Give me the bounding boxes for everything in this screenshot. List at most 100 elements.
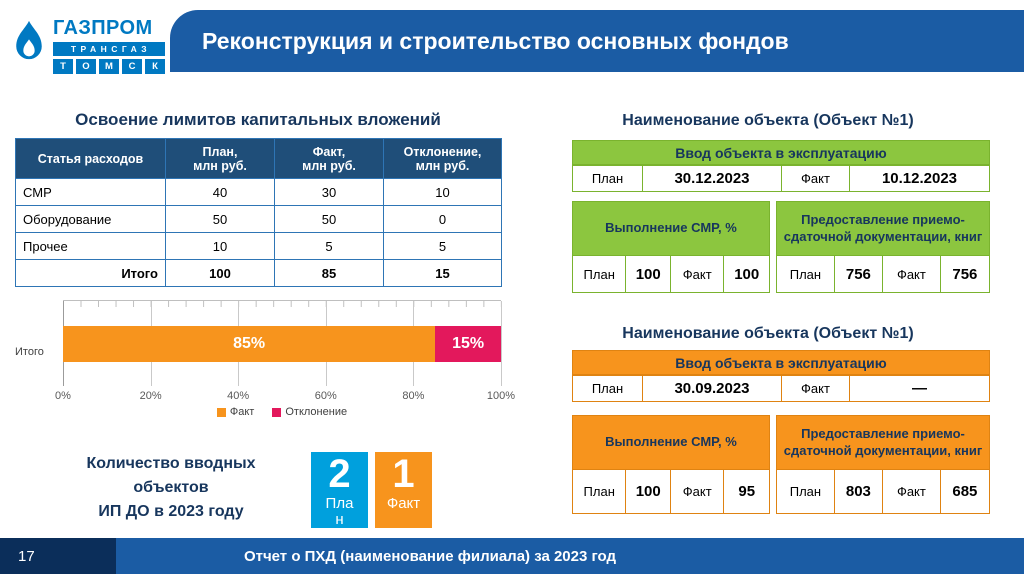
object1-title: Наименование объекта (Объект №1) bbox=[622, 112, 914, 129]
chart-tick-label: 80% bbox=[402, 390, 425, 402]
chart-legend: Факт Отклонение bbox=[63, 406, 501, 418]
fact-label: Факт bbox=[782, 376, 850, 401]
object1-commissioning-row: План 30.12.2023 Факт 10.12.2023 bbox=[572, 165, 990, 192]
column-header-fact: Факт, млн руб. bbox=[274, 138, 384, 179]
object1-commissioning-header: Ввод объекта в эксплуатацию bbox=[572, 140, 990, 165]
table-cell-total-label: Итого bbox=[15, 259, 166, 287]
docs-values: План 803 Факт 685 bbox=[776, 470, 990, 514]
table-cell: Прочее bbox=[15, 232, 166, 260]
plan-label: План bbox=[573, 470, 627, 513]
table-cell: 50 bbox=[274, 205, 384, 233]
table-cell: СМР bbox=[15, 178, 166, 206]
chart-tick-label: 100% bbox=[486, 390, 516, 402]
bar-segment-Отклонение: 15% bbox=[435, 326, 501, 362]
table-header-row: Статья расходов План, млн руб. Факт, млн… bbox=[15, 138, 502, 179]
gazprom-logo: ГАЗПРОМ ТРАНСГАЗ Т О М С К bbox=[12, 8, 170, 82]
plan-date: 30.12.2023 bbox=[643, 166, 782, 191]
plan-label: План bbox=[573, 376, 643, 401]
table-cell: 100 bbox=[165, 259, 275, 287]
logo-wordmark: ГАЗПРОМ ТРАНСГАЗ Т О М С К bbox=[53, 17, 165, 74]
logo-city-letter: С bbox=[122, 58, 142, 74]
legend-swatch-icon bbox=[216, 407, 226, 417]
chart-plot-row: Итого 85% 15% 0% 20% 40% 60% 80% 100% bbox=[15, 300, 515, 403]
fact-label: Факт bbox=[883, 470, 941, 513]
table-cell: 10 bbox=[165, 232, 275, 260]
fact-value: 95 bbox=[738, 483, 756, 500]
chart-tick-label: 20% bbox=[139, 390, 162, 402]
docs-header: Предоставление приемо-сдаточной документ… bbox=[776, 201, 990, 256]
slide-title-bar: Реконструкция и строительство основных ф… bbox=[170, 10, 1024, 72]
object2-commissioning-header: Ввод объекта в эксплуатацию bbox=[572, 350, 990, 375]
legend-item: Факт bbox=[216, 406, 255, 418]
logo-city-letter: Т bbox=[53, 58, 73, 74]
table-cell: 10 bbox=[383, 178, 502, 206]
plan-value: 756 bbox=[835, 256, 883, 292]
plan-date: 30.09.2023 bbox=[643, 376, 782, 401]
legend-label: Факт bbox=[229, 406, 255, 418]
table-cell: 5 bbox=[274, 232, 384, 260]
fact-count-value: 1 bbox=[392, 452, 415, 496]
plan-label: План bbox=[573, 166, 643, 191]
logo-city-letter: О bbox=[76, 58, 96, 74]
plan-value: 100 bbox=[626, 470, 671, 513]
table-total-row: Итого 100 85 15 bbox=[15, 259, 502, 287]
fact-label: Факт bbox=[782, 166, 850, 191]
fact-date: — bbox=[912, 380, 927, 397]
legend-swatch-icon bbox=[272, 407, 282, 417]
table-cell: 50 bbox=[165, 205, 275, 233]
table-cell: 15 bbox=[383, 259, 502, 287]
fact-label: Факт bbox=[671, 256, 725, 292]
smr-values: План 100 Факт 95 bbox=[572, 470, 770, 514]
table-cell: Оборудование bbox=[15, 205, 166, 233]
chart-x-axis: 0% 20% 40% 60% 80% 100% bbox=[55, 386, 515, 403]
column-header-deviation: Отклонение, млн руб. bbox=[383, 138, 502, 179]
fact-count-label: Факт bbox=[386, 495, 421, 512]
table-cell: 85 bbox=[274, 259, 384, 287]
chart-category-label: Итого bbox=[15, 345, 44, 358]
object2-docs-box: Предоставление приемо-сдаточной документ… bbox=[776, 415, 990, 514]
table-row: Оборудование 50 50 0 bbox=[15, 205, 502, 233]
page-number: 17 bbox=[0, 538, 116, 574]
footer-report-title: Отчет о ПХД (наименование филиала) за 20… bbox=[116, 538, 1024, 574]
plan-label: План bbox=[573, 256, 627, 292]
smr-header: Выполнение СМР, % bbox=[572, 415, 770, 470]
logo-city-letter: М bbox=[99, 58, 119, 74]
chart-plot-wrap: 85% 15% 0% 20% 40% 60% 80% 100% bbox=[55, 300, 515, 403]
column-header-plan: План, млн руб. bbox=[165, 138, 275, 179]
capital-limits-title: Освоение лимитов капитальных вложений bbox=[75, 110, 441, 129]
smr-header: Выполнение СМР, % bbox=[572, 201, 770, 256]
fact-label: Факт bbox=[883, 256, 941, 292]
docs-header: Предоставление приемо-сдаточной документ… bbox=[776, 415, 990, 470]
chart-tick-label: 40% bbox=[227, 390, 250, 402]
table-cell: 0 bbox=[383, 205, 502, 233]
object1-smr-box: Выполнение СМР, % План 100 Факт 100 bbox=[572, 201, 770, 293]
plan-value: 100 bbox=[626, 256, 671, 292]
logo-sub-text: ТРАНСГАЗ bbox=[53, 41, 165, 56]
stacked-bar: 85% 15% bbox=[63, 326, 501, 362]
plan-label: План bbox=[777, 470, 835, 513]
table-cell: 30 bbox=[274, 178, 384, 206]
object2-commissioning-row: План 30.09.2023 Факт — bbox=[572, 375, 990, 402]
chart-tick-label: 60% bbox=[314, 390, 337, 402]
table-cell: 5 bbox=[383, 232, 502, 260]
logo-city-letter: К bbox=[145, 58, 165, 74]
chart-plot-area: 85% 15% bbox=[63, 300, 502, 386]
fact-value: 685 bbox=[952, 483, 978, 500]
object2-smr-box: Выполнение СМР, % План 100 Факт 95 bbox=[572, 415, 770, 514]
chart-gridline bbox=[501, 301, 502, 386]
legend-label: Отклонение bbox=[285, 406, 348, 418]
plan-label: План bbox=[777, 256, 835, 292]
capital-limits-table: Статья расходов План, млн руб. Факт, млн… bbox=[15, 138, 502, 287]
slide-footer: 17 Отчет о ПХД (наименование филиала) за… bbox=[0, 538, 1024, 574]
docs-values: План 756 Факт 756 bbox=[776, 256, 990, 293]
logo-city-letters: Т О М С К bbox=[53, 58, 165, 74]
page-title: Реконструкция и строительство основных ф… bbox=[202, 27, 789, 54]
column-header-expense: Статья расходов bbox=[15, 138, 166, 179]
fact-value: 100 bbox=[734, 265, 760, 283]
object2-title: Наименование объекта (Объект №1) bbox=[622, 325, 914, 342]
completion-bar-chart: Итого 85% 15% 0% 20% 40% 60% 80% 100% Факт Откл… bbox=[15, 300, 515, 418]
table-row: СМР 40 30 10 bbox=[15, 178, 502, 206]
plan-count-value: 2 bbox=[328, 452, 351, 496]
object1-docs-box: Предоставление приемо-сдаточной документ… bbox=[776, 201, 990, 293]
fact-label: Факт bbox=[671, 470, 725, 513]
